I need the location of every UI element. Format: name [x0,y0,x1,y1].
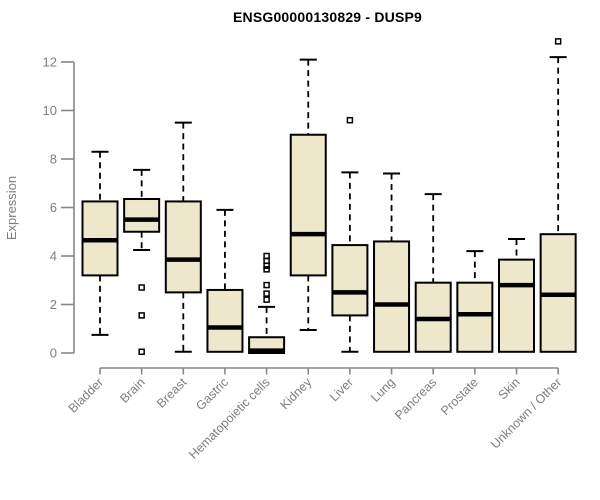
iqr-box [206,288,244,353]
outlier-point [263,266,270,273]
iqr-box [498,258,535,353]
iqr-box [123,198,161,233]
x-category-label: Liver [327,375,356,404]
x-category-label: Skin [496,375,523,402]
outlier-point [263,262,270,269]
box-liver [331,116,369,353]
outlier-point [138,312,145,319]
x-category-label: Unknown / Other [488,375,564,451]
x-category-label: Prostate [438,375,481,418]
x-category-label: Breast [154,375,190,411]
y-tick-label: 2 [50,297,57,312]
iqr-box [164,200,202,294]
outlier-point [554,38,562,45]
box-gastric [206,208,244,353]
y-axis-title: Expression [4,176,19,240]
x-category-label: Lung [368,375,398,405]
y-tick-label: 6 [50,200,57,215]
outlier-point [138,284,145,291]
chart-title: ENSG00000130829 - DUSP9 [232,9,423,25]
box-bladder [81,150,119,336]
y-tick-label: 4 [50,249,57,264]
axes [61,61,559,375]
iqr-box [373,240,411,353]
x-category-label: Brain [117,375,148,406]
y-tick-label: 12 [43,55,57,70]
iqr-box [456,281,494,353]
outlier-point [263,296,270,303]
x-category-label: Bladder [66,375,106,415]
box-pancreas [414,193,452,353]
y-tick-label: 0 [50,346,57,361]
iqr-box [331,244,369,317]
iqr-box [289,133,327,277]
outlier-point [138,348,145,356]
y-tick-label: 10 [43,103,57,118]
outlier-point [263,290,270,297]
box-unknown-other [539,38,577,353]
box-skin [498,238,535,353]
box-kidney [289,58,327,331]
box-brain [123,168,161,356]
box-prostate [456,250,494,353]
box-breast [164,121,202,353]
x-category-label: Pancreas [392,375,439,422]
x-category-label: Gastric [193,375,231,413]
y-tick-label: 8 [50,152,57,167]
outlier-point [263,281,270,289]
x-category-label: Hematopoietic cells [186,375,273,462]
x-category-label: Kidney [277,375,314,412]
box-lung [373,172,411,353]
outlier-point [346,116,354,124]
box-hematopoietic-cells [248,252,286,354]
